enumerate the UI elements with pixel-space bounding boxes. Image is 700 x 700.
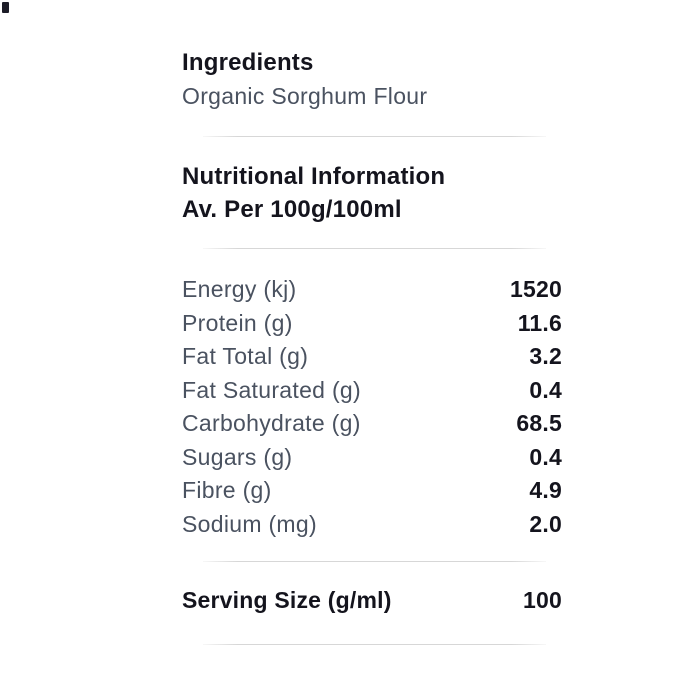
nutrient-value: 1520	[510, 276, 562, 303]
section-divider	[203, 644, 546, 645]
serving-size-label: Serving Size (g/ml)	[182, 586, 392, 613]
nutrition-heading: Nutritional Information	[182, 163, 446, 190]
nutrient-label: Protein (g)	[182, 309, 293, 336]
corner-artifact	[2, 2, 9, 13]
nutrition-row-protein: Protein (g) 11.6	[182, 307, 562, 341]
ingredients-value: Organic Sorghum Flour	[182, 83, 428, 109]
nutrient-label: Sugars (g)	[182, 443, 293, 470]
nutrition-subheading: Av. Per 100g/100ml	[182, 196, 402, 223]
nutrient-label: Carbohydrate (g)	[182, 410, 361, 437]
ingredients-heading: Ingredients	[182, 49, 314, 76]
nutrient-label: Sodium (mg)	[182, 510, 317, 537]
section-divider	[203, 561, 546, 562]
serving-size-value: 100	[523, 586, 562, 613]
nutrient-value: 2.0	[529, 510, 562, 537]
nutrition-table: Energy (kj) 1520 Protein (g) 11.6 Fat To…	[182, 273, 562, 541]
nutrient-label: Fat Total (g)	[182, 343, 309, 370]
nutrition-row-fat-saturated: Fat Saturated (g) 0.4	[182, 374, 562, 408]
nutrition-panel: Ingredients Organic Sorghum Flour Nutrit…	[182, 50, 562, 645]
nutrient-value: 11.6	[517, 309, 562, 336]
nutrition-row-fat-total: Fat Total (g) 3.2	[182, 340, 562, 374]
nutrition-row-carbohydrate: Carbohydrate (g) 68.5	[182, 407, 562, 441]
section-divider	[203, 136, 546, 137]
serving-size-row: Serving Size (g/ml) 100	[182, 586, 562, 614]
section-divider	[203, 248, 546, 249]
nutrition-row-energy: Energy (kj) 1520	[182, 273, 562, 307]
nutrient-label: Fat Saturated (g)	[182, 376, 361, 403]
nutrition-row-sugars: Sugars (g) 0.4	[182, 441, 562, 475]
nutrient-label: Fibre (g)	[182, 477, 272, 504]
nutrient-value: 3.2	[529, 343, 562, 370]
nutrition-row-fibre: Fibre (g) 4.9	[182, 474, 562, 508]
nutrient-value: 4.9	[529, 477, 562, 504]
nutrient-value: 0.4	[529, 376, 562, 403]
nutrient-value: 0.4	[529, 443, 562, 470]
nutrient-label: Energy (kj)	[182, 276, 297, 303]
nutrition-row-sodium: Sodium (mg) 2.0	[182, 508, 562, 542]
nutrient-value: 68.5	[516, 410, 562, 437]
